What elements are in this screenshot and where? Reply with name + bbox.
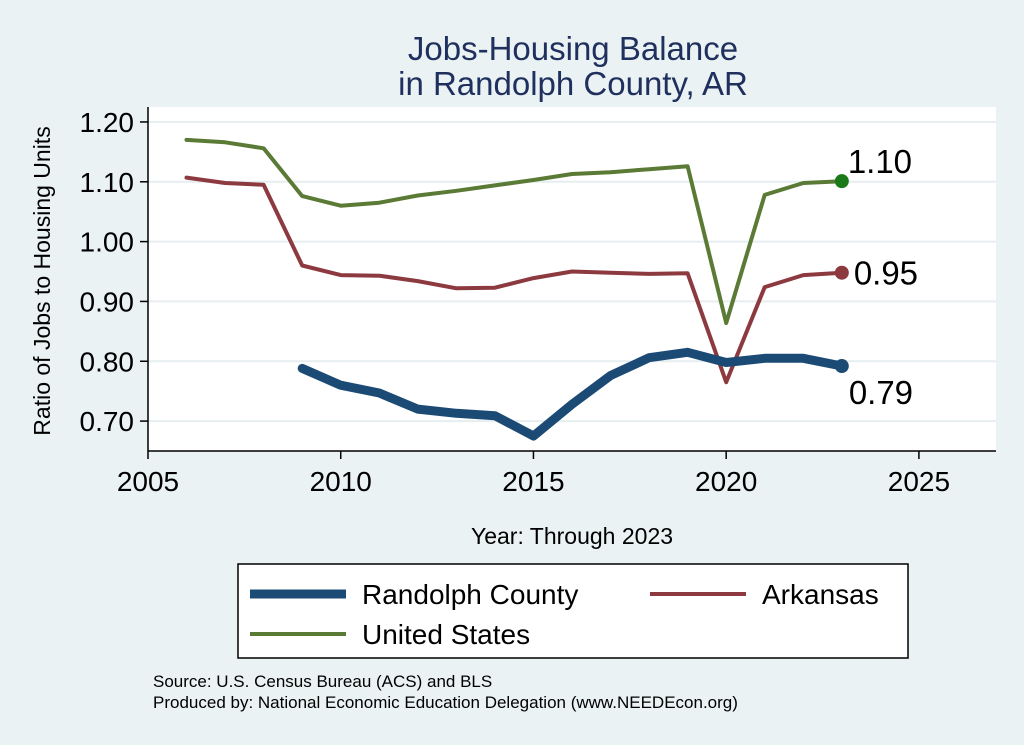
legend-label-united-states: United States	[362, 619, 530, 650]
y-axis-label: Ratio of Jobs to Housing Units	[29, 126, 55, 435]
y-tick-label: 1.10	[80, 167, 135, 198]
y-tick-label: 0.90	[80, 286, 135, 317]
end-label-united-states: 1.10	[848, 143, 912, 180]
x-tick-label: 2020	[695, 466, 757, 497]
y-tick-label: 0.70	[80, 406, 135, 437]
legend-label-randolph-county: Randolph County	[362, 579, 578, 610]
source-line-2: Produced by: National Economic Education…	[153, 693, 738, 712]
legend-label-arkansas: Arkansas	[762, 579, 879, 610]
y-tick-label: 0.80	[80, 346, 135, 377]
series-line-arkansas	[184, 175, 844, 385]
chart-title-line-2: in Randolph County, AR	[398, 65, 748, 102]
series-layer: 1.10 0.95 0.79	[184, 137, 918, 441]
legend: Randolph County Arkansas United States	[237, 563, 909, 659]
x-tick-label: 2025	[888, 466, 950, 497]
legend-box	[237, 563, 909, 659]
x-axis-ticks: 2005 2010 2015 2020 2025	[117, 451, 950, 497]
x-tick-label: 2010	[310, 466, 372, 497]
axes	[147, 107, 996, 452]
end-label-randolph-county: 0.79	[849, 374, 913, 411]
source-line-1: Source: U.S. Census Bureau (ACS) and BLS	[153, 672, 492, 691]
x-tick-label: 2015	[502, 466, 564, 497]
end-point-arkansas	[834, 265, 849, 280]
y-axis-ticks: 0.70 0.80 0.90 1.00 1.10 1.20	[80, 107, 148, 437]
x-tick-label: 2005	[117, 466, 179, 497]
chart-title-line-1: Jobs-Housing Balance	[408, 30, 738, 67]
end-point-united-states	[834, 174, 849, 189]
end-label-arkansas: 0.95	[854, 255, 918, 292]
end-point-randolph-county	[834, 359, 849, 374]
y-tick-label: 1.20	[80, 107, 135, 138]
plot-area	[148, 107, 996, 451]
x-axis-label: Year: Through 2023	[471, 523, 673, 549]
series-line-randolph-county	[297, 347, 847, 441]
y-tick-label: 1.00	[80, 227, 135, 258]
series-line-united-states	[184, 137, 844, 325]
